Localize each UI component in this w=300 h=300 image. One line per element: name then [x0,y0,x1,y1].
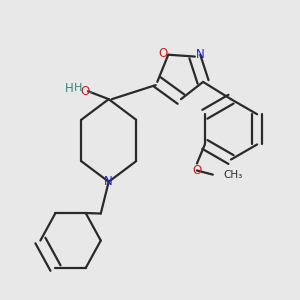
Text: N: N [196,49,205,62]
Text: O: O [158,46,167,60]
Text: H: H [65,82,74,94]
Text: H: H [74,83,83,93]
Text: CH₃: CH₃ [223,169,242,180]
Text: N: N [104,175,113,188]
Text: O: O [192,164,202,177]
Text: O: O [80,85,89,98]
Text: -: - [85,87,92,97]
